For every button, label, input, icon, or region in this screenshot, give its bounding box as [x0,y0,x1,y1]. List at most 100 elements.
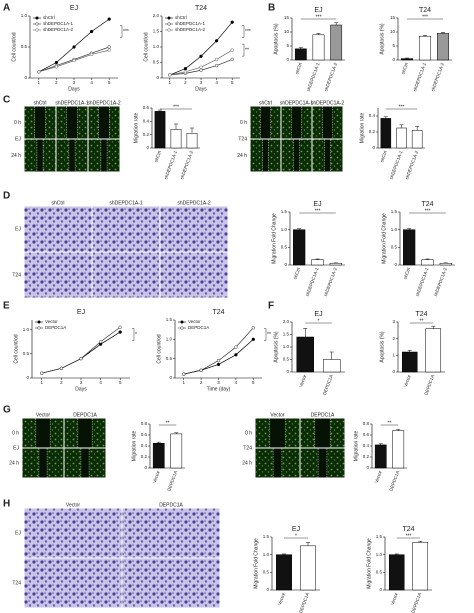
significance: ** [420,318,424,324]
point [72,45,76,49]
y-tick-label: 0 [286,369,289,374]
y-tick-label: 0.5 [166,356,173,361]
x-tick-label: shCtrl [400,62,409,75]
y-tick-label: 0.4 [363,443,370,448]
error-bar [396,429,401,431]
y-tick-label: 15 [390,15,396,20]
x-tick-label: shCtrl [292,267,301,280]
bar [425,328,442,373]
y-tick-label: 1.5 [283,332,290,337]
point [183,70,188,74]
significance: *** [173,104,179,110]
y-tick-label: 1.0 [283,344,290,349]
x-tick-label: 2 [60,380,63,385]
scratch-gap [269,418,286,448]
point [199,68,203,72]
micrograph [122,508,220,558]
row-label: 24 h [11,153,21,159]
y-tick-label: 1.0 [376,552,383,557]
y-axis-label: Cell count/od [143,32,149,61]
point [230,57,234,62]
x-tick-label: shCtrl [379,150,388,163]
x-tick-label: 3 [217,380,220,385]
legend-marker [35,28,39,32]
y-tick-label: 0.4 [143,119,150,124]
scratch-gap [100,139,108,172]
legend-marker [167,16,171,20]
x-tick-label: 4 [90,80,93,85]
y-tick-label: 0 [394,262,397,267]
point [89,29,94,34]
panel-letter: F [268,301,274,312]
significance: * [318,318,320,324]
point [216,358,221,363]
series-line [183,327,254,375]
x-tick-label: 5 [108,80,111,85]
x-tick-label: 4 [215,80,218,85]
column-label: shDEPDC1A-1 [280,100,314,106]
x-tick-label: 1 [169,80,172,85]
y-tick-label: 0 [169,375,172,380]
scratch-gap [66,106,78,139]
error-bar [306,542,310,546]
point [168,73,172,77]
y-tick-label: 0.5 [263,570,270,575]
x-tick-label: shDEPDC1A-1 [415,267,430,297]
scratch-gap [262,139,269,172]
micrograph [92,206,160,252]
x-tick-label: 5 [231,80,234,85]
point [214,39,219,43]
y-tick-label: 0.5 [283,357,290,362]
row-label: 0 h [14,120,21,126]
y-tick-label: 0 [146,145,149,150]
column-label: shDEPDC1A-1 [55,100,89,106]
micrograph [92,252,160,298]
point [59,366,64,370]
error-bar [298,47,303,49]
y-tick-label: 0.2 [141,454,148,459]
point [216,362,221,367]
x-tick-label: shDEPDC1A-1 [305,267,320,297]
bar [311,259,324,266]
legend-label: DEPDC1A [45,325,66,330]
legend-marker [35,22,39,26]
bar [436,33,450,61]
y-tick-label: 0 [392,57,395,62]
chart-title: EJ [292,526,300,533]
series-line [41,331,121,374]
x-tick-label: DEPDC1A [322,374,334,396]
significance: * [295,533,297,539]
series-line [41,326,121,374]
error-bar [315,258,320,260]
bar [323,359,341,373]
significance-bracket [132,328,135,341]
column-label: Vector [270,412,285,418]
bar [170,129,182,149]
panel-letters: A B C D E F G H [3,3,275,510]
series-line [183,339,254,375]
error-bar [297,228,302,230]
legend-marker [37,326,41,330]
significance: *** [315,208,321,214]
y-axis-label: Migration Fold Change [253,538,259,589]
point [54,65,59,69]
error-bar [423,35,427,37]
bar [300,545,316,591]
x-tick-label: 3 [200,80,203,85]
error-bar [190,127,194,134]
scratch-gap [80,448,90,478]
error-bar [394,553,399,555]
significance: *** [399,104,405,110]
scratch-gap [318,448,327,478]
point [107,48,111,52]
scratch-gap [68,139,76,172]
x-tick-label: shDEPDC1A-1 [389,150,404,180]
micrograph [160,252,228,298]
y-axis-label: Apoptosis (%) [379,331,385,362]
error-bar [405,57,409,59]
y-tick-label: 10 [390,29,396,34]
y-tick-label: 1.0 [153,44,160,49]
x-tick-label: DEPDC1A [423,374,435,396]
y-tick-label: 0.6 [363,432,370,437]
